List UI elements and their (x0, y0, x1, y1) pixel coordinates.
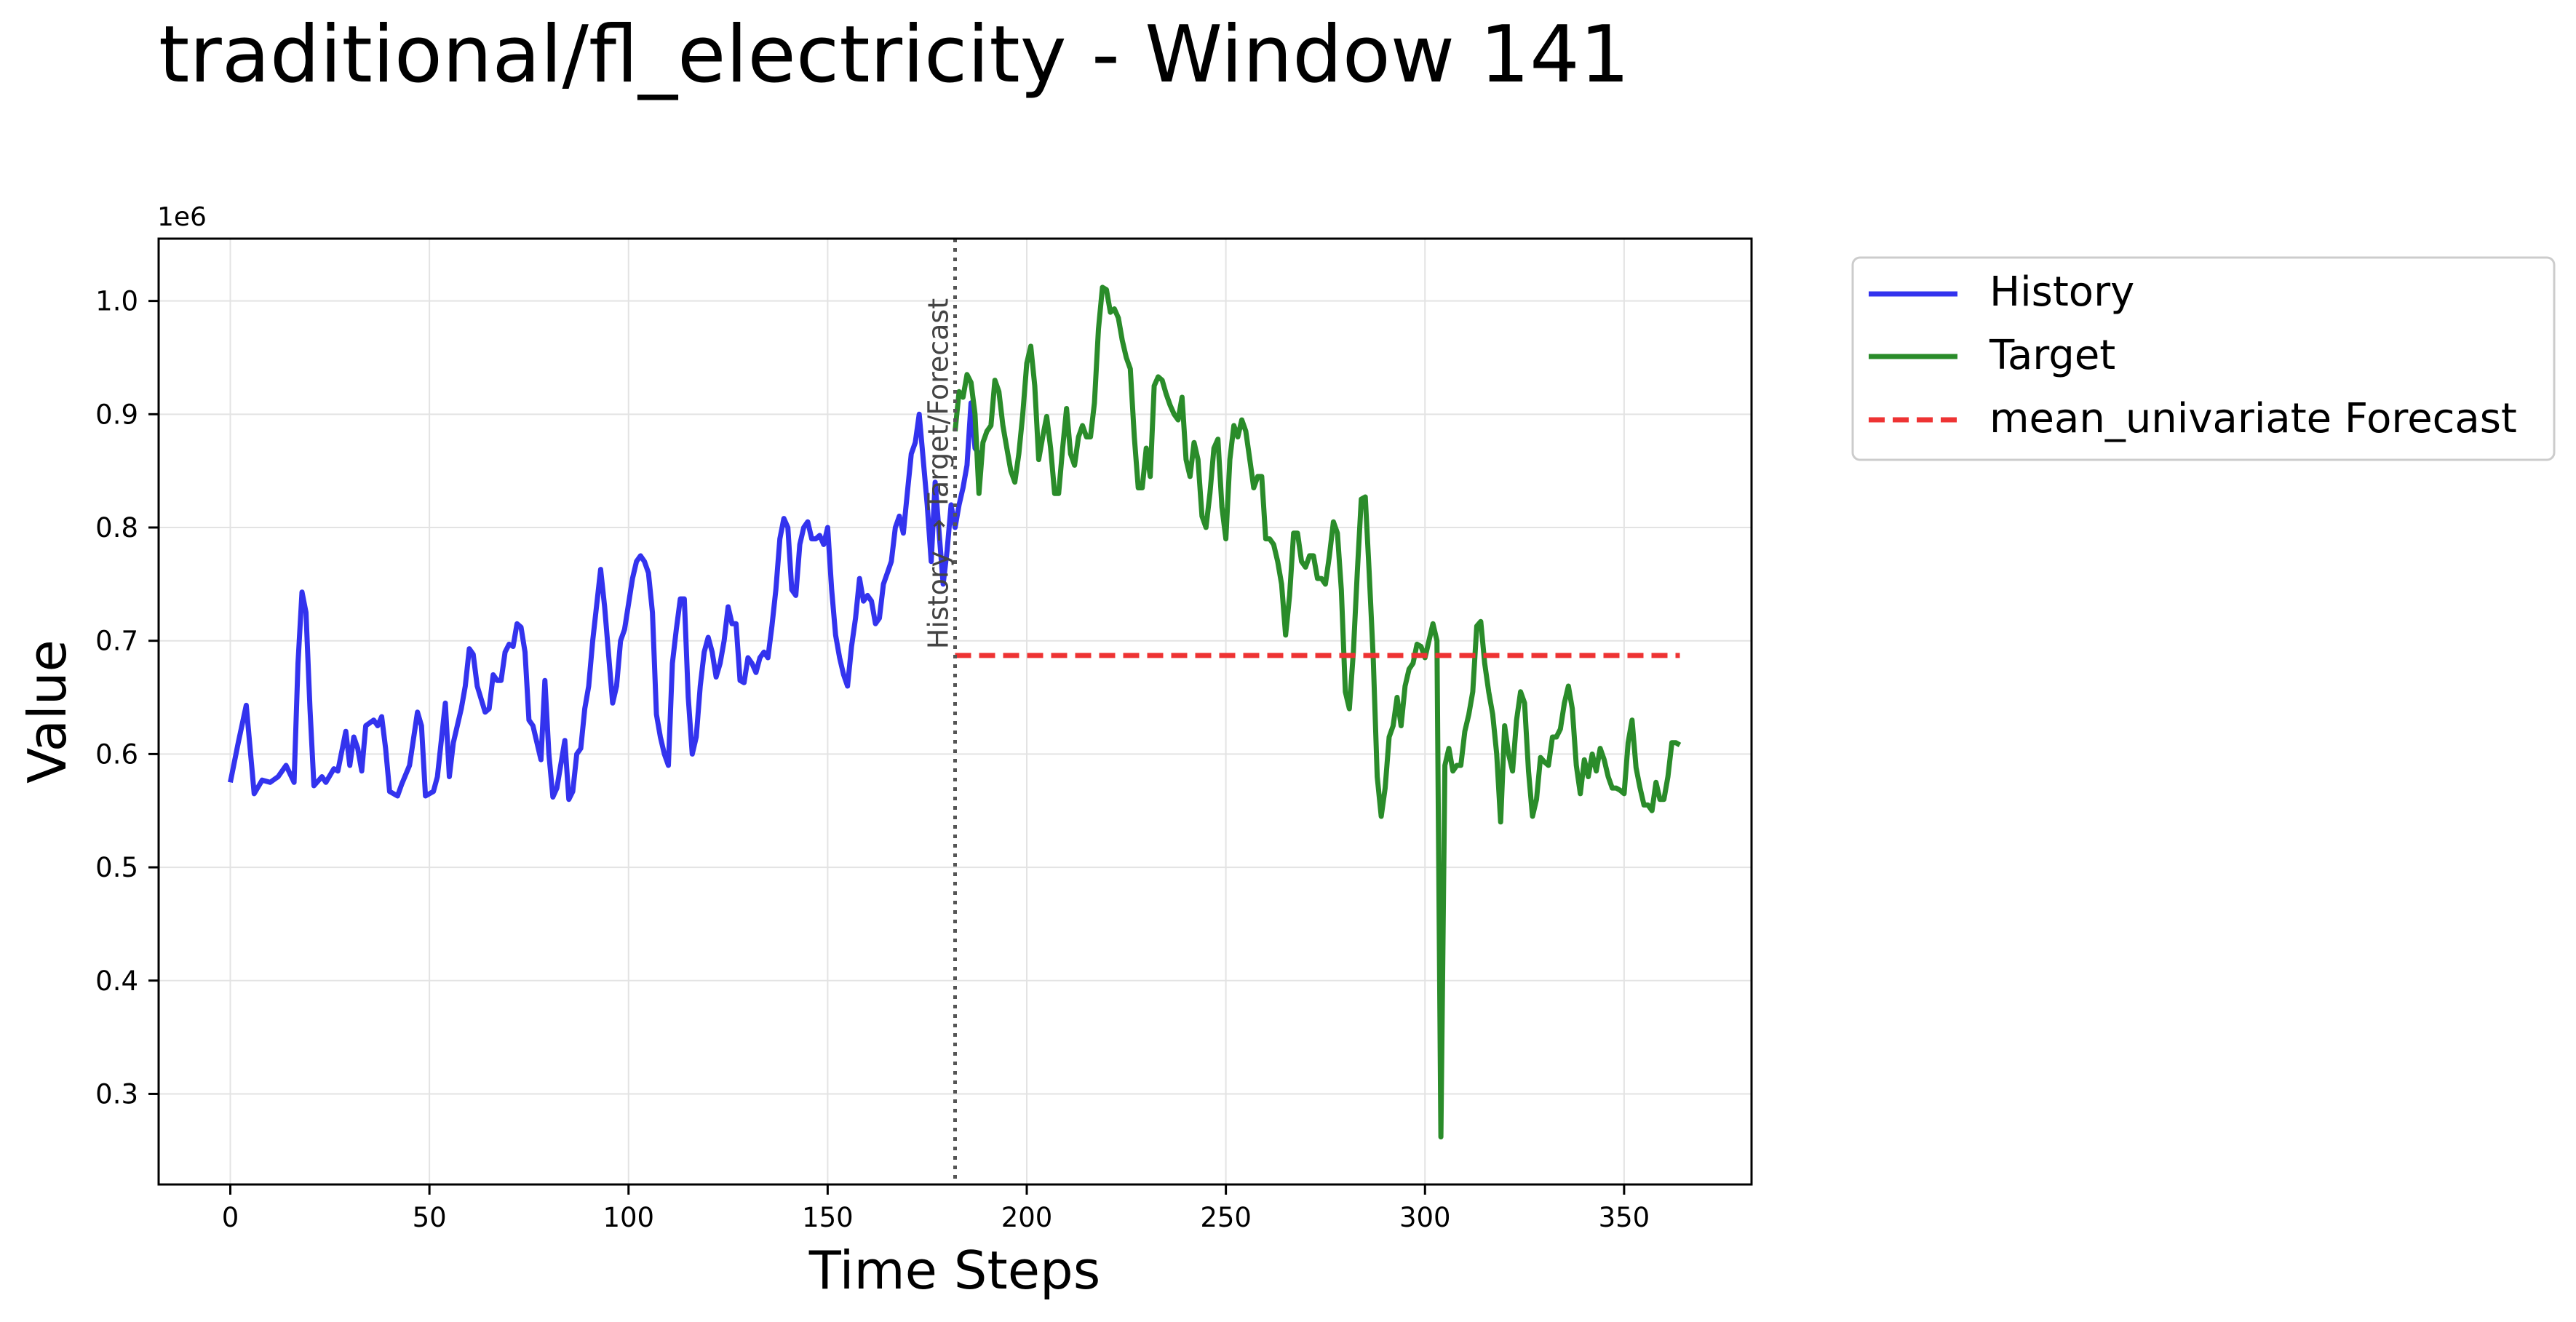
y-tick-label: 1.0 (95, 286, 138, 317)
x-tick-label: 250 (1200, 1202, 1252, 1233)
y-tick-label: 0.5 (95, 852, 138, 883)
legend-label-target: Target (1989, 332, 2115, 379)
x-tick-label: 200 (1001, 1202, 1053, 1233)
legend: History Target mean_univariate Forecast (1851, 256, 2556, 461)
y-tick-label: 0.7 (95, 626, 138, 657)
divider-label: History → Target/Forecast (923, 298, 955, 649)
x-tick-label: 100 (603, 1202, 654, 1233)
legend-frame (1851, 256, 2556, 461)
target-line (953, 284, 1682, 1140)
y-axis-label: Value (17, 640, 78, 784)
y-tick-label: 0.3 (95, 1078, 138, 1110)
x-tick-label: 0 (222, 1202, 239, 1233)
history-line (228, 400, 982, 803)
x-tick-label: 50 (413, 1202, 447, 1233)
legend-label-history: History (1989, 268, 2134, 316)
chart-title: traditional/fl_electricity - Window 141 (159, 9, 1630, 100)
y-tick-label: 0.9 (95, 399, 138, 430)
x-tick-label: 350 (1599, 1202, 1650, 1233)
y-tick-label: 0.8 (95, 512, 138, 543)
series-lines (228, 284, 1682, 1140)
y-offset-label: 1e6 (157, 202, 207, 232)
x-axis-label: Time Steps (808, 1240, 1101, 1301)
x-tick-label: 150 (802, 1202, 854, 1233)
y-tick-label: 0.6 (95, 738, 138, 770)
axis-ticks: 0 50 100 150 200 250 300 350 0.3 0.4 0.5 0.6 0.7 0.8 0… (95, 286, 1650, 1233)
plot-frame (157, 237, 1753, 1186)
legend-label-forecast: mean_univariate Forecast (1989, 395, 2517, 442)
x-tick-label: 300 (1399, 1202, 1451, 1233)
y-tick-label: 0.4 (95, 965, 138, 997)
